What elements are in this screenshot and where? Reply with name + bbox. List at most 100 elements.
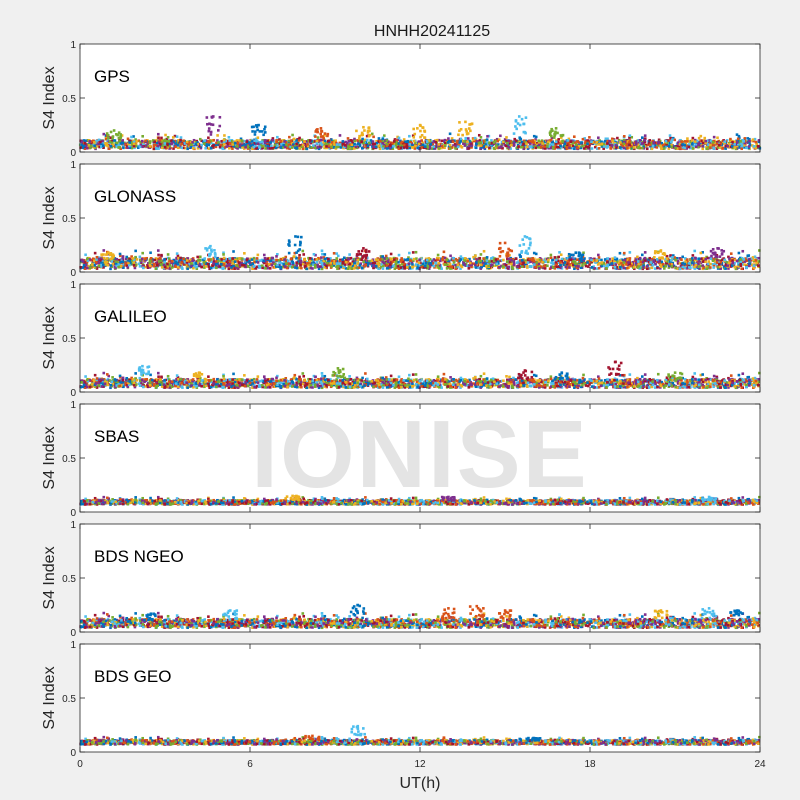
data-point (350, 143, 354, 147)
data-point (365, 134, 369, 138)
data-point (313, 140, 316, 143)
data-point (84, 139, 88, 142)
spike-point (207, 127, 211, 130)
data-point (408, 134, 411, 138)
data-point (126, 137, 130, 141)
data-point (614, 144, 618, 147)
spike-point (320, 129, 323, 133)
data-point (411, 146, 414, 149)
data-point (709, 145, 713, 148)
data-point (567, 141, 570, 144)
data-point (548, 139, 552, 142)
data-point (253, 143, 257, 146)
data-point (502, 140, 505, 144)
data-point (252, 145, 256, 149)
data-point (720, 146, 724, 150)
data-point (360, 147, 364, 150)
data-point (222, 256, 226, 260)
data-point (364, 140, 368, 144)
spike-point (520, 117, 524, 121)
data-point (647, 142, 651, 145)
data-point (693, 249, 697, 253)
data-point (158, 256, 162, 260)
data-point (289, 143, 293, 146)
data-point (204, 140, 208, 144)
data-point (161, 139, 164, 143)
data-point (148, 264, 152, 267)
data-point (219, 143, 223, 147)
data-point (287, 145, 291, 148)
data-point (531, 145, 534, 149)
data-point (634, 140, 638, 143)
data-point (398, 144, 401, 148)
data-point (289, 145, 293, 149)
data-point (266, 139, 269, 142)
data-point (612, 141, 616, 145)
data-point (228, 145, 231, 149)
data-point (527, 146, 530, 150)
data-point (653, 267, 657, 270)
data-point (316, 136, 320, 139)
data-point (559, 261, 562, 264)
data-point (587, 147, 590, 150)
spike-point (323, 132, 327, 135)
data-point (690, 139, 694, 142)
data-point (554, 142, 558, 145)
data-point (102, 146, 105, 149)
data-point (543, 145, 546, 148)
data-point (395, 146, 398, 149)
data-point (403, 143, 406, 147)
data-point (301, 143, 305, 147)
data-point (550, 136, 554, 140)
data-point (522, 261, 525, 265)
data-point (594, 145, 597, 149)
data-point (141, 145, 144, 149)
data-point (87, 143, 90, 147)
spike-point (461, 133, 464, 137)
data-point (268, 147, 272, 150)
data-point (178, 145, 182, 148)
data-point (697, 262, 700, 266)
data-point (611, 145, 614, 149)
data-point (361, 137, 364, 141)
data-point (557, 255, 560, 259)
data-point (515, 261, 519, 264)
data-point (373, 142, 376, 146)
data-point (709, 146, 712, 150)
data-point (370, 132, 374, 136)
data-point (157, 147, 160, 150)
data-point (383, 134, 386, 137)
data-point (415, 257, 418, 260)
data-point (379, 141, 383, 145)
data-point (279, 146, 283, 149)
data-point (450, 137, 454, 140)
data-point (486, 135, 489, 138)
data-point (183, 146, 187, 150)
data-point (231, 147, 234, 150)
data-point (198, 259, 202, 262)
data-point (270, 256, 274, 260)
data-point (723, 258, 727, 262)
data-point (134, 143, 138, 146)
data-point (331, 139, 335, 143)
data-point (602, 264, 606, 268)
data-point (582, 147, 586, 150)
data-point (301, 147, 305, 151)
data-point (746, 254, 750, 258)
data-point (152, 262, 156, 266)
data-point (246, 147, 250, 150)
data-point (472, 139, 476, 143)
spike-point (514, 119, 518, 122)
data-point (539, 145, 543, 149)
spike-point (413, 132, 417, 136)
data-point (455, 259, 459, 262)
data-point (518, 141, 522, 145)
data-point (485, 145, 488, 149)
data-point (343, 144, 347, 147)
spike-point (556, 131, 559, 135)
data-point (659, 144, 662, 148)
data-point (532, 144, 536, 147)
data-point (609, 140, 613, 143)
